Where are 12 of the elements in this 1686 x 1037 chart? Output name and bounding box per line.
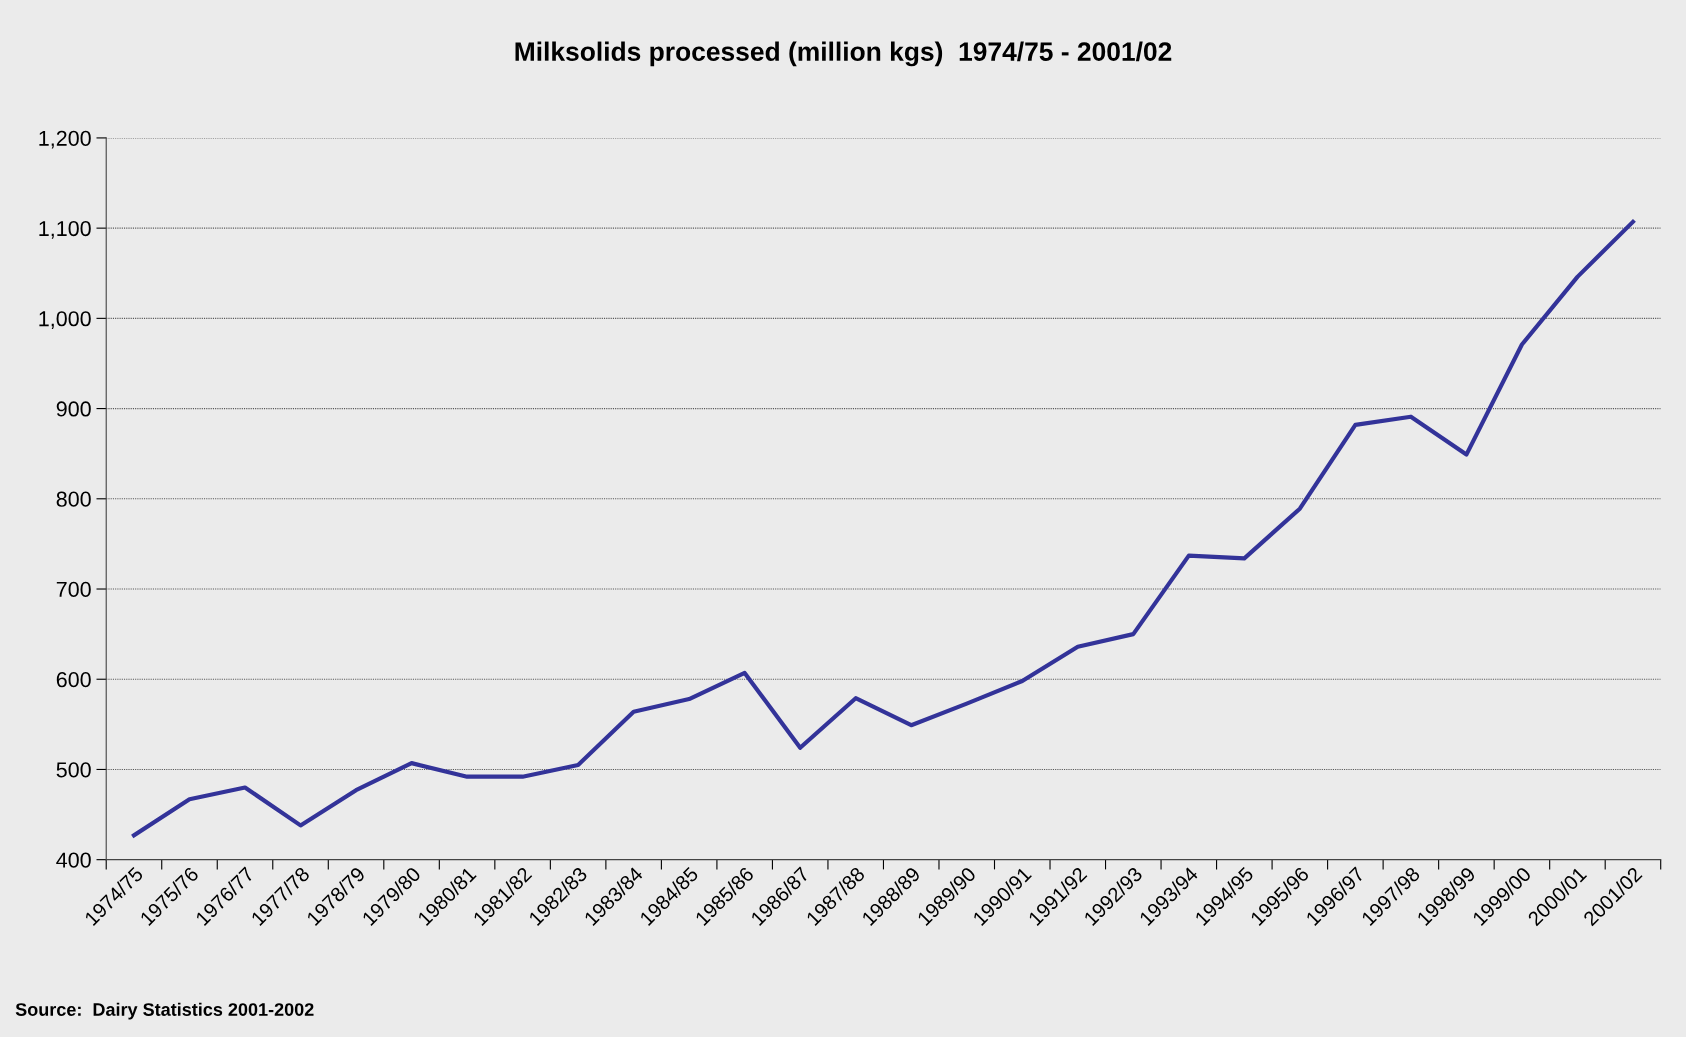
y-tick-label: 800 [56, 491, 91, 507]
source-note: Source: Dairy Statistics 2001-2002 [15, 1002, 314, 1020]
y-tick-label: 600 [56, 672, 91, 688]
y-tick-label: 700 [56, 581, 91, 598]
y-tick-label: 1,100 [39, 220, 91, 239]
y-tick-label: 500 [56, 762, 91, 778]
y-tick-label: 1,200 [39, 130, 91, 149]
line-series [131, 219, 1636, 838]
y-tick-label: 400 [56, 852, 91, 868]
y-tick-label: 900 [56, 401, 91, 417]
chart-title: Milksolids processed (million kgs) 1974/75 - 2001/02 [515, 41, 1172, 67]
y-tick-label: 1,000 [39, 311, 91, 329]
